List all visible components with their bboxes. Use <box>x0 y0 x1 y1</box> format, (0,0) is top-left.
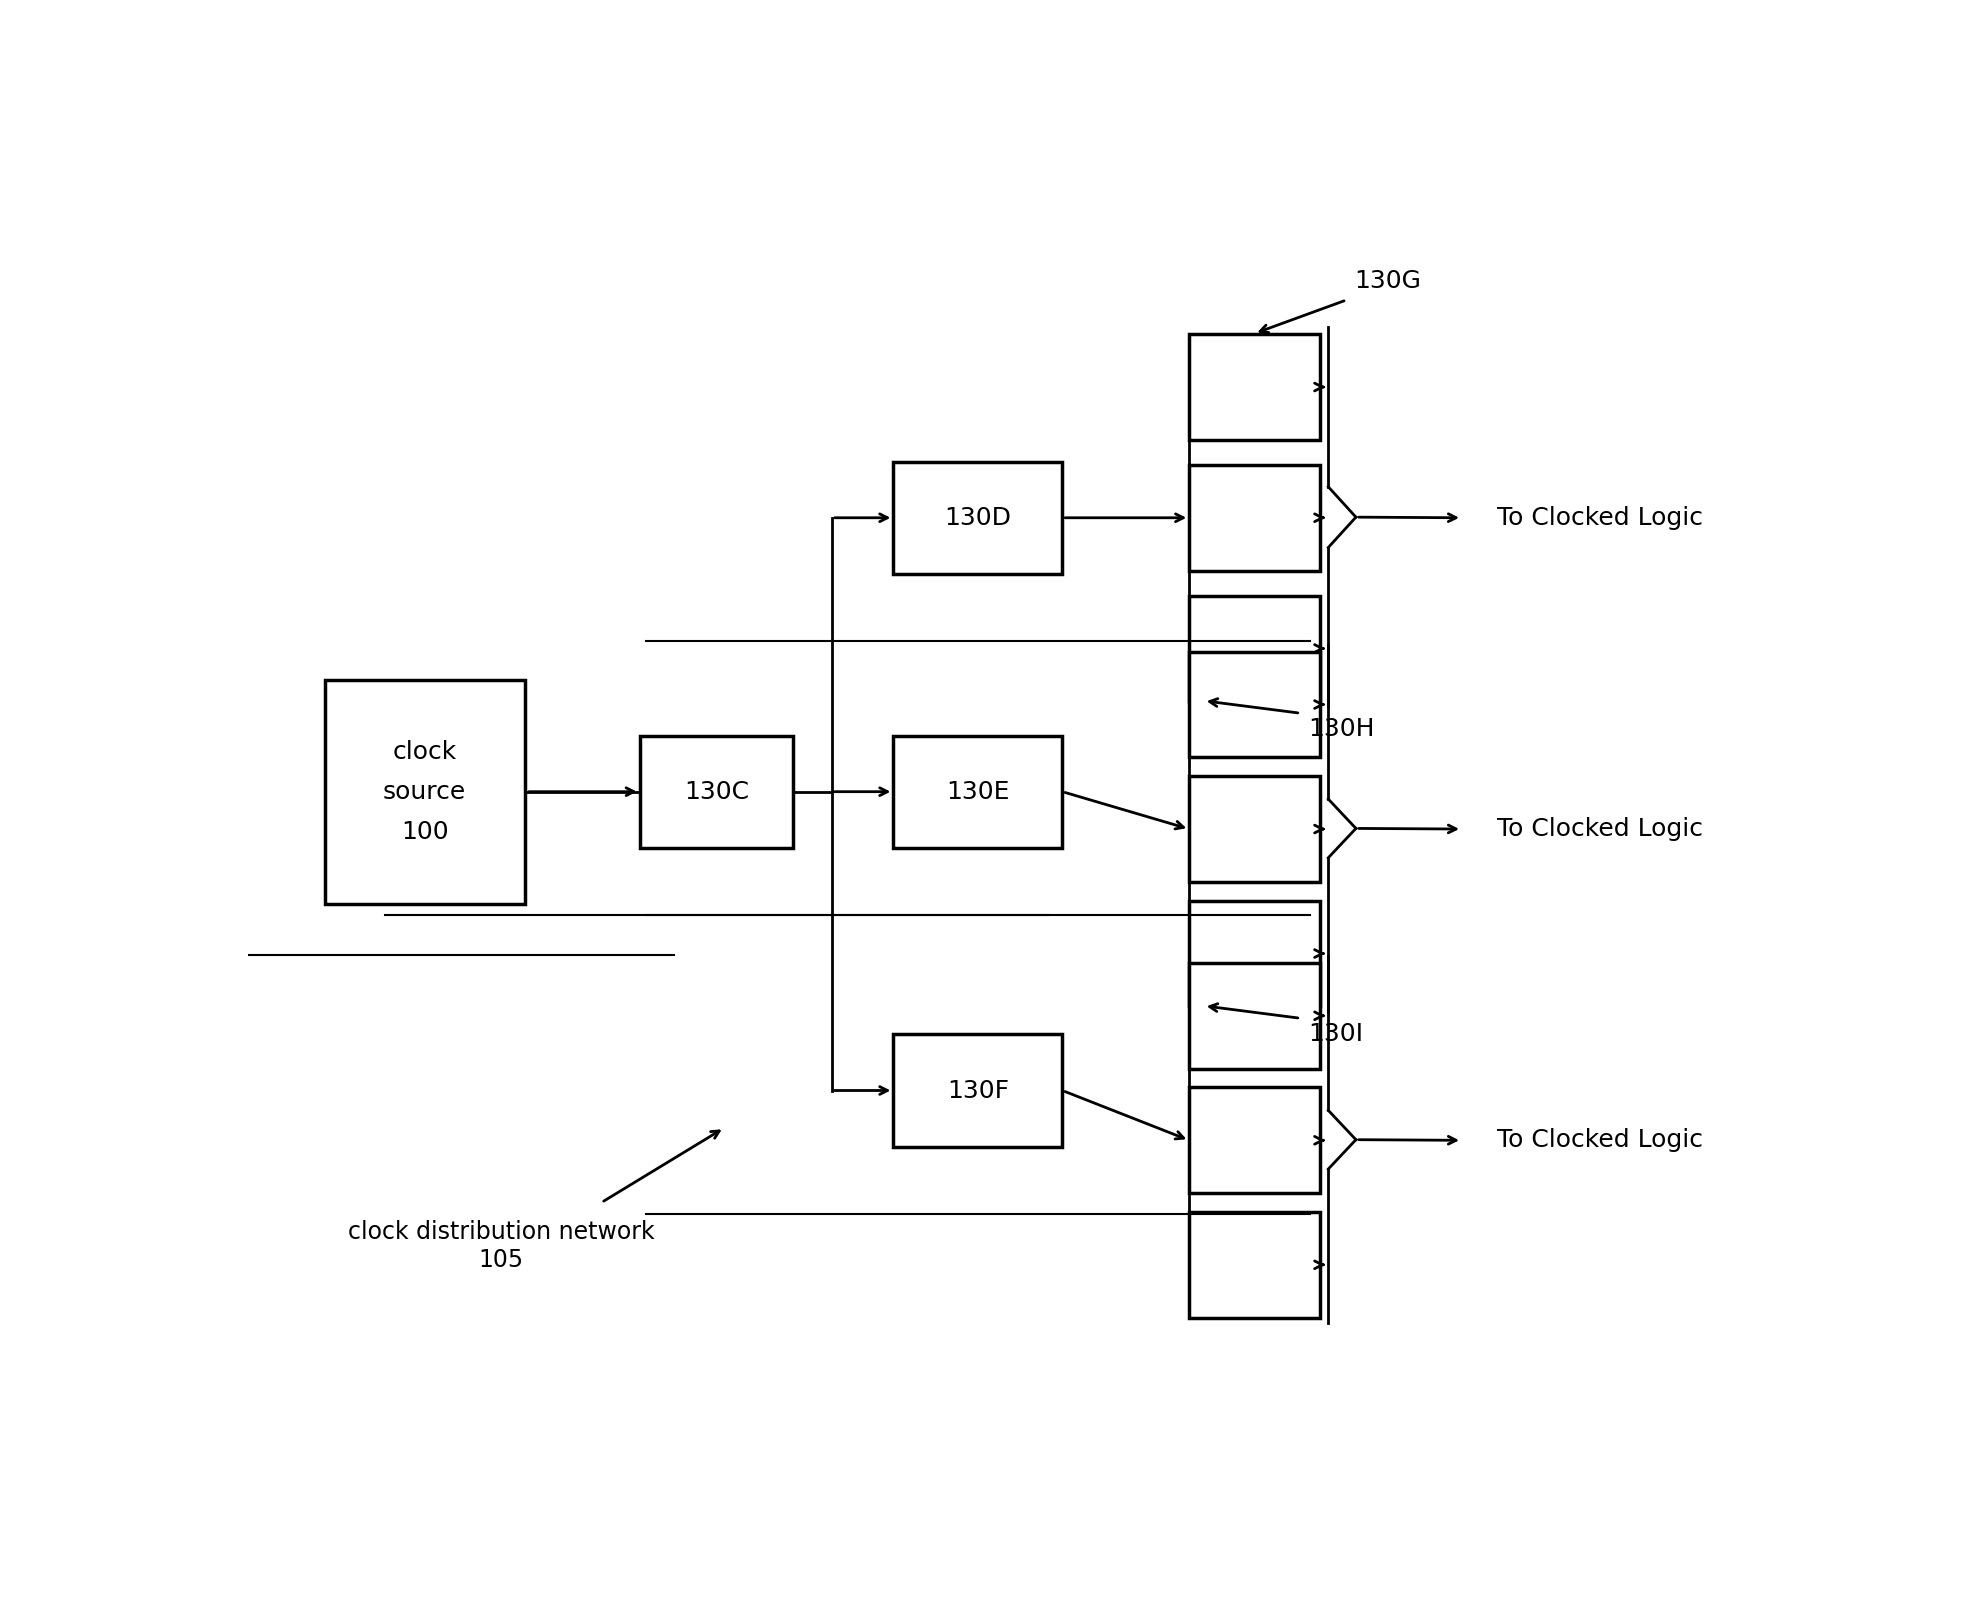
Bar <box>1189 464 1320 571</box>
Bar <box>1189 776 1320 881</box>
Text: 130D: 130D <box>943 506 1011 530</box>
Text: 130I: 130I <box>1308 1022 1364 1046</box>
Text: clock distribution network
105: clock distribution network 105 <box>349 1221 654 1273</box>
Text: 130E: 130E <box>945 779 1009 804</box>
Bar <box>1189 595 1320 702</box>
Bar <box>325 679 523 904</box>
Bar <box>1189 1211 1320 1318</box>
Bar <box>892 1035 1062 1146</box>
Text: 130F: 130F <box>945 1079 1009 1103</box>
Text: To Clocked Logic: To Clocked Logic <box>1496 817 1703 841</box>
Bar <box>892 462 1062 574</box>
Bar <box>1189 652 1320 757</box>
Text: 100: 100 <box>400 820 448 844</box>
Bar <box>1189 335 1320 440</box>
Text: 130G: 130G <box>1354 268 1421 293</box>
Text: source: source <box>383 779 466 804</box>
Bar <box>892 736 1062 847</box>
Bar <box>1189 901 1320 1006</box>
Text: 130C: 130C <box>684 779 749 804</box>
Text: To Clocked Logic: To Clocked Logic <box>1496 506 1703 530</box>
Bar <box>1189 1087 1320 1193</box>
Bar <box>1189 962 1320 1069</box>
Text: clock: clock <box>392 741 456 763</box>
Text: To Clocked Logic: To Clocked Logic <box>1496 1129 1703 1153</box>
Text: 130H: 130H <box>1308 718 1374 742</box>
Bar <box>640 736 793 847</box>
